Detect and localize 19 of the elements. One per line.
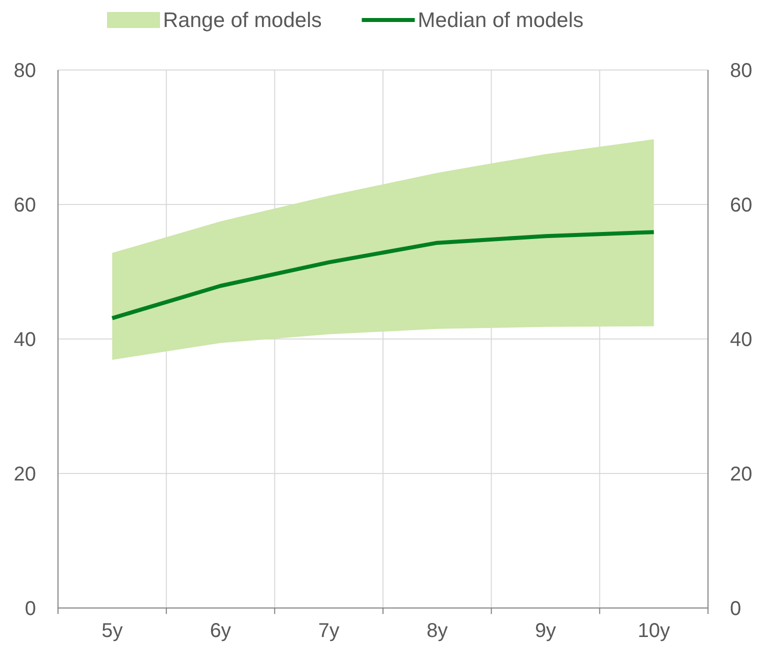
x-tick-label: 8y <box>426 620 448 642</box>
x-tick-label: 10y <box>638 620 670 642</box>
y2-tick-label: 60 <box>730 194 752 216</box>
y-tick-label: 60 <box>14 194 36 216</box>
y2-tick-label: 20 <box>730 464 752 486</box>
x-tick-label: 9y <box>534 620 556 642</box>
legend-label: Median of models <box>418 9 584 32</box>
y2-tick-label: 40 <box>730 329 752 351</box>
y2-tick-label: 0 <box>730 598 742 620</box>
y-tick-label: 40 <box>14 329 36 351</box>
x-tick-label: 6y <box>210 620 232 642</box>
legend-label: Range of models <box>163 9 322 32</box>
x-tick-label: 7y <box>318 620 340 642</box>
x-tick-label: 5y <box>102 620 123 642</box>
y-tick-label: 80 <box>14 60 36 82</box>
y-tick-label: 20 <box>14 464 36 486</box>
line-series <box>110 230 656 320</box>
y-tick-label: 0 <box>24 598 36 620</box>
y2-tick-label: 80 <box>730 60 752 82</box>
